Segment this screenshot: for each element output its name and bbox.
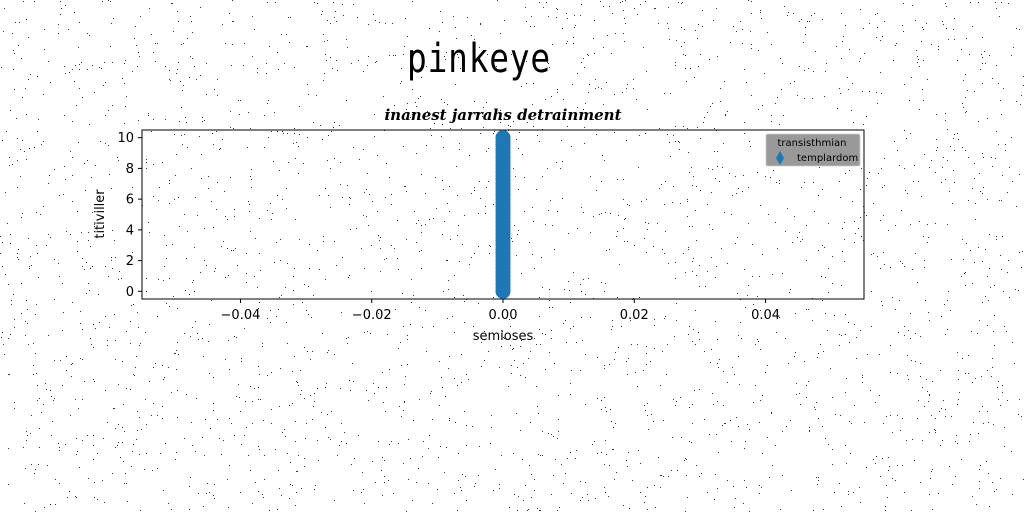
y-tick-label: 4 bbox=[126, 223, 134, 238]
x-tick-label: 0.02 bbox=[620, 308, 649, 323]
figure-suptitle: pinkeye bbox=[407, 36, 551, 82]
legend: transisthmian templardom bbox=[765, 133, 861, 167]
x-tick-label: −0.04 bbox=[221, 308, 261, 323]
legend-entry-label: templardom bbox=[797, 153, 858, 164]
scatter-point bbox=[495, 130, 511, 146]
y-tick-label: 2 bbox=[126, 254, 134, 269]
data-points bbox=[495, 130, 511, 299]
y-tick-label: 8 bbox=[126, 162, 134, 177]
x-axis-ticks: −0.04 −0.02 0.00 0.02 0.04 bbox=[221, 299, 780, 323]
chart-title: inanest jarrahs detrainment bbox=[384, 106, 621, 124]
y-tick-label: 6 bbox=[126, 193, 134, 208]
legend-box bbox=[765, 133, 861, 167]
x-tick-label: −0.02 bbox=[352, 308, 392, 323]
x-axis-label: semioses bbox=[473, 329, 534, 344]
x-tick-label: 0.00 bbox=[489, 308, 518, 323]
legend-title: transisthmian bbox=[778, 138, 847, 149]
x-tick-label: 0.04 bbox=[751, 308, 780, 323]
y-axis-label: titiviller bbox=[93, 189, 108, 239]
y-tick-label: 10 bbox=[117, 131, 134, 146]
y-tick-label: 0 bbox=[126, 285, 134, 300]
y-axis-ticks: 0 2 4 6 8 10 bbox=[117, 131, 142, 300]
legend-diamond-marker bbox=[776, 151, 784, 165]
